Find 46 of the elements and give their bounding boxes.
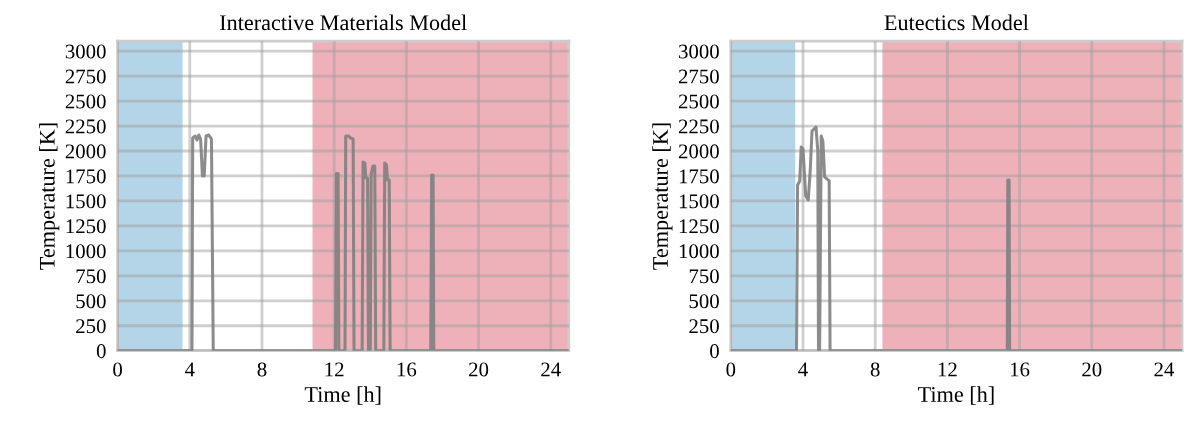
x-tick-label: 12: [325, 362, 344, 377]
y-axis-title: Temperature [K]: [652, 123, 673, 270]
x-tick-label: 8: [870, 362, 880, 377]
y-tick-label: 3000: [679, 44, 719, 59]
x-tick-label: 16: [1010, 362, 1030, 377]
y-tick-label: 1000: [679, 244, 719, 259]
y-tick-label: 1000: [66, 244, 106, 259]
y-tick-label: 250: [689, 319, 719, 334]
y-tick-label: 2250: [65, 119, 106, 134]
x-tick-label: 12: [938, 362, 957, 377]
x-tick-label: 0: [726, 362, 736, 377]
y-tick-label: 3000: [65, 44, 106, 59]
y-tick-label: 500: [76, 294, 106, 309]
y-tick-label: 250: [76, 319, 106, 334]
y-axis-title: Temperature [K]: [39, 123, 60, 270]
x-tick-label: 8: [257, 362, 267, 377]
x-tick-label: 24: [541, 362, 561, 377]
x-tick-label: 20: [1082, 362, 1102, 377]
x-axis-title: Time [h]: [918, 386, 994, 405]
y-tick-label: 2750: [65, 69, 106, 84]
y-tick-label: 1500: [679, 194, 719, 209]
y-tick-label: 2500: [65, 94, 106, 109]
y-tick-label: 750: [76, 269, 106, 284]
y-tick-label: 1500: [66, 194, 106, 209]
x-tick-label: 4: [184, 362, 195, 377]
y-tick-label: 0: [710, 344, 719, 359]
x-tick-label: 20: [469, 362, 489, 377]
y-tick-label: 2750: [678, 69, 719, 84]
y-tick-label: 1750: [679, 169, 719, 184]
x-tick-label: 0: [113, 362, 123, 377]
y-tick-label: 1250: [66, 219, 106, 234]
y-tick-label: 500: [689, 294, 719, 309]
x-tick-label: 24: [1154, 362, 1175, 377]
chart-title: Interactive Materials Model: [219, 14, 467, 31]
x-axis-title: Time [h]: [304, 386, 381, 405]
y-tick-label: 2500: [678, 94, 719, 109]
y-tick-label: 1250: [679, 219, 719, 234]
x-tick-label: 16: [397, 362, 417, 377]
chart-title: Eutectics Model: [884, 14, 1029, 31]
y-tick-label: 1750: [66, 169, 106, 184]
y-tick-label: 2000: [678, 144, 719, 159]
y-tick-label: 2000: [65, 144, 106, 159]
y-tick-label: 0: [96, 344, 106, 359]
y-tick-label: 2250: [678, 119, 719, 134]
y-tick-label: 750: [689, 269, 719, 284]
x-tick-label: 4: [798, 362, 808, 377]
